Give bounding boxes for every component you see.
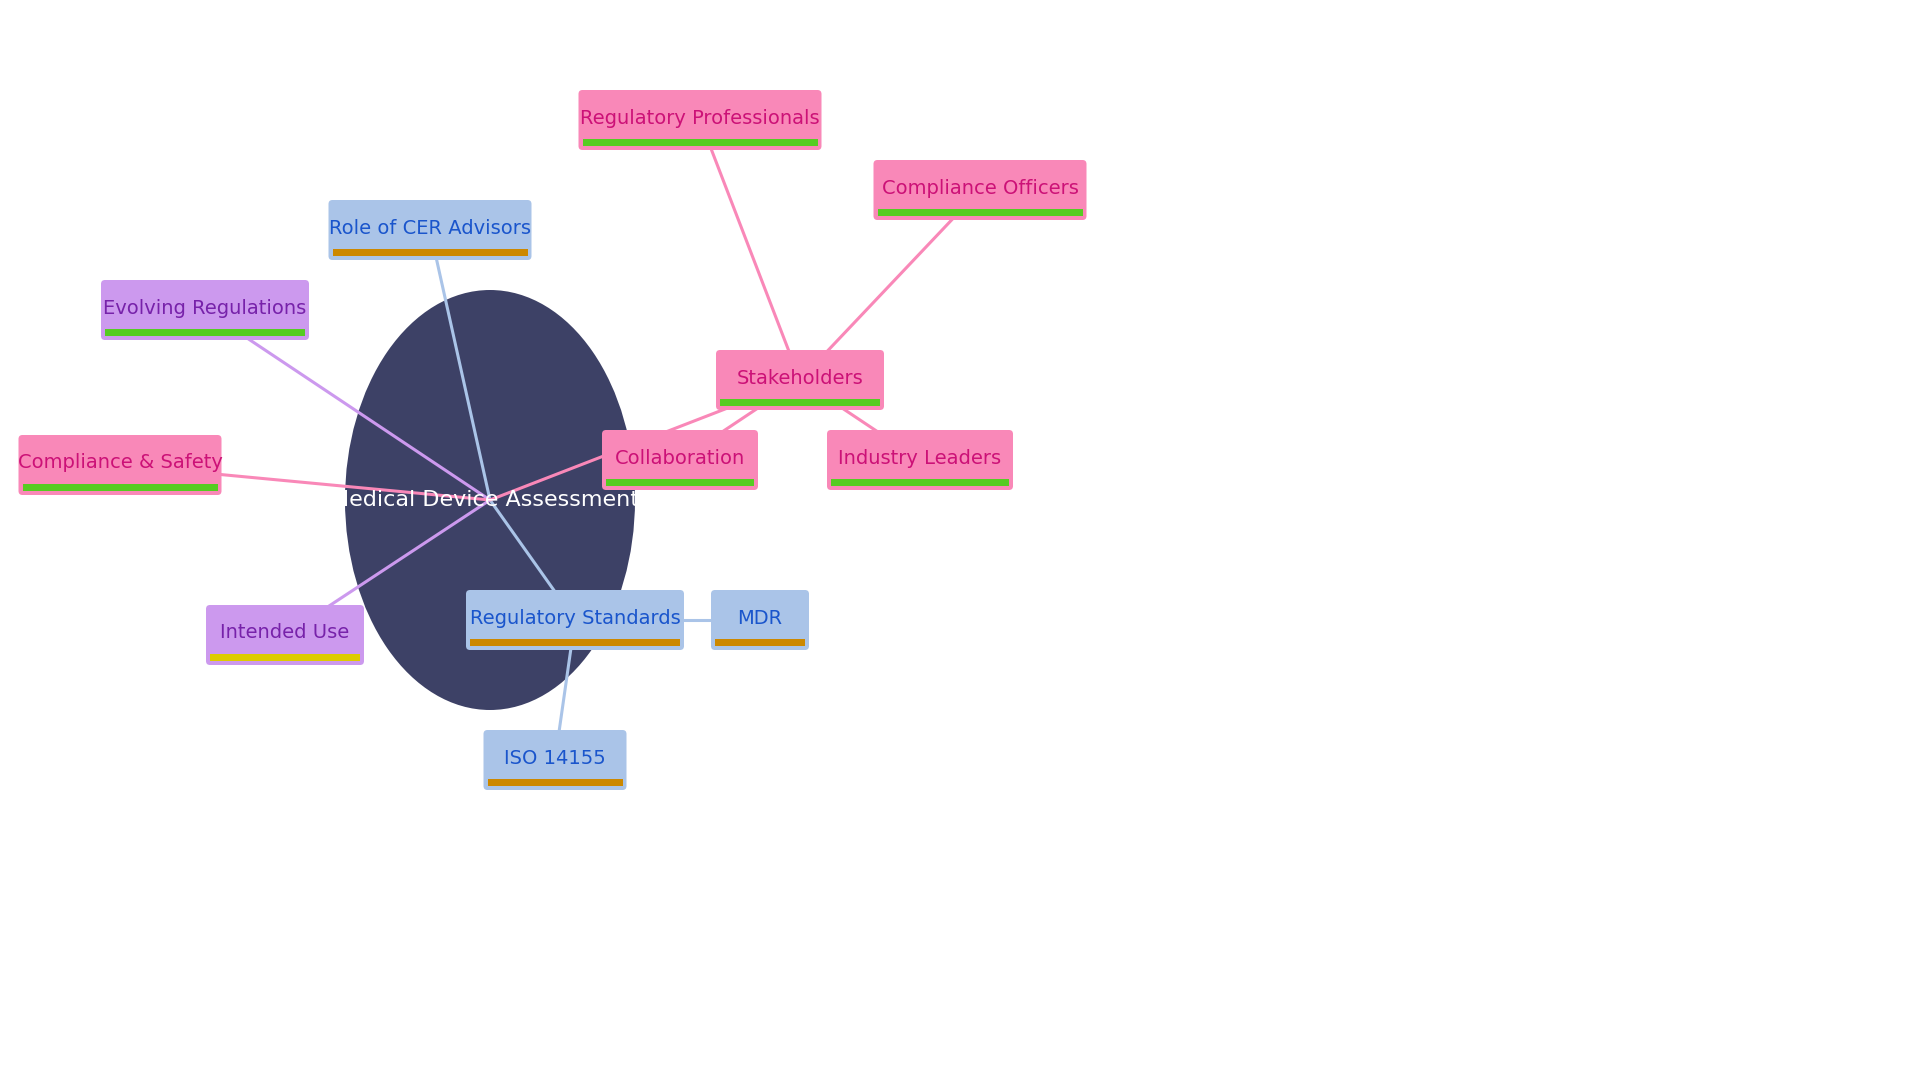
FancyBboxPatch shape <box>102 280 309 340</box>
Bar <box>209 654 361 661</box>
Text: Collaboration: Collaboration <box>614 448 745 468</box>
Text: Role of CER Advisors: Role of CER Advisors <box>328 218 532 238</box>
FancyBboxPatch shape <box>467 590 684 650</box>
Bar <box>332 249 528 256</box>
Bar <box>582 139 818 146</box>
Ellipse shape <box>346 291 636 710</box>
FancyBboxPatch shape <box>603 430 758 490</box>
Bar <box>607 480 755 486</box>
Text: MDR: MDR <box>737 608 783 627</box>
Text: Regulatory Professionals: Regulatory Professionals <box>580 108 820 127</box>
Text: Medical Device Assessments: Medical Device Assessments <box>330 490 651 510</box>
Text: Stakeholders: Stakeholders <box>737 368 864 388</box>
Text: Compliance Officers: Compliance Officers <box>881 178 1079 198</box>
FancyBboxPatch shape <box>19 435 221 495</box>
FancyBboxPatch shape <box>716 350 883 410</box>
Text: ISO 14155: ISO 14155 <box>505 748 607 768</box>
Bar <box>23 484 217 491</box>
FancyBboxPatch shape <box>828 430 1014 490</box>
Text: Evolving Regulations: Evolving Regulations <box>104 298 307 318</box>
FancyBboxPatch shape <box>205 605 365 665</box>
Text: Intended Use: Intended Use <box>221 623 349 643</box>
Bar <box>470 639 680 646</box>
Text: Industry Leaders: Industry Leaders <box>839 448 1002 468</box>
Bar <box>106 329 305 336</box>
FancyBboxPatch shape <box>484 730 626 789</box>
Bar <box>488 779 622 786</box>
FancyBboxPatch shape <box>874 160 1087 220</box>
FancyBboxPatch shape <box>328 200 532 260</box>
Bar <box>831 480 1010 486</box>
Bar <box>714 639 804 646</box>
FancyBboxPatch shape <box>578 90 822 150</box>
Text: Regulatory Standards: Regulatory Standards <box>470 608 680 627</box>
Bar <box>720 399 879 406</box>
Bar <box>877 210 1083 216</box>
FancyBboxPatch shape <box>710 590 808 650</box>
Text: Compliance & Safety: Compliance & Safety <box>17 454 223 473</box>
